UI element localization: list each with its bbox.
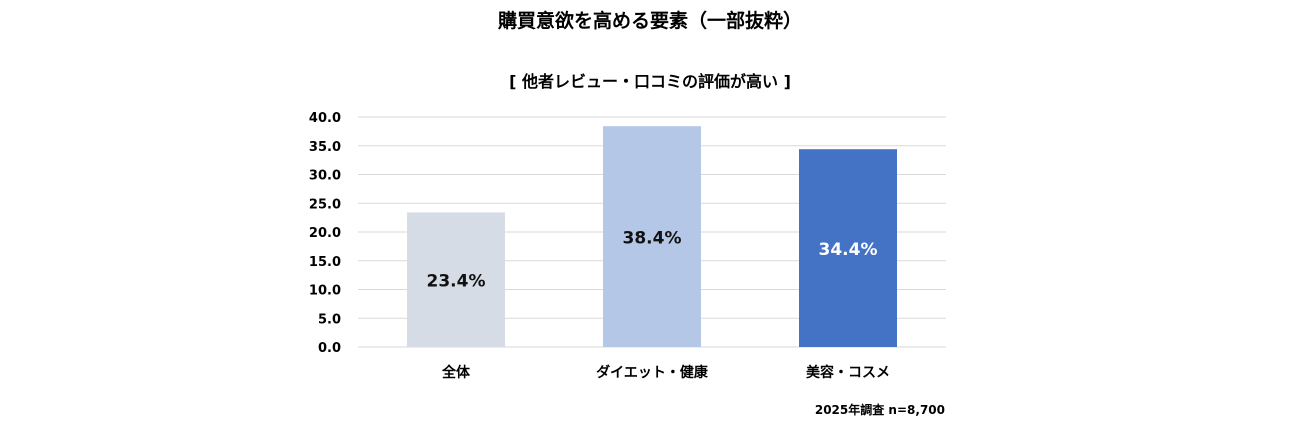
survey-note: 2025年調査 n=8,700 — [815, 402, 945, 417]
data-label: 38.4% — [623, 229, 682, 249]
y-tick-label: 15.0 — [309, 255, 341, 270]
y-tick-label: 30.0 — [309, 169, 341, 184]
x-tick-label: 全体 — [441, 364, 471, 381]
y-tick-label: 10.0 — [309, 284, 341, 299]
data-label: 34.4% — [819, 240, 878, 260]
bar — [603, 126, 701, 347]
y-tick-label: 35.0 — [309, 140, 341, 155]
bar — [799, 149, 897, 347]
y-tick-label: 0.0 — [318, 341, 341, 356]
chart-subtitle: [ 他者レビュー・口コミの評価が高い ] — [509, 72, 791, 91]
y-tick-label: 25.0 — [309, 197, 341, 212]
x-tick-label: 美容・コスメ — [806, 364, 890, 381]
data-label: 23.4% — [427, 272, 486, 292]
x-tick-label: ダイエット・健康 — [596, 364, 709, 381]
y-tick-label: 5.0 — [318, 312, 341, 327]
y-tick-label: 40.0 — [309, 111, 341, 126]
chart-title: 購買意欲を高める要素（一部抜粋） — [498, 9, 802, 32]
y-tick-label: 20.0 — [309, 226, 341, 241]
bar — [407, 212, 505, 347]
